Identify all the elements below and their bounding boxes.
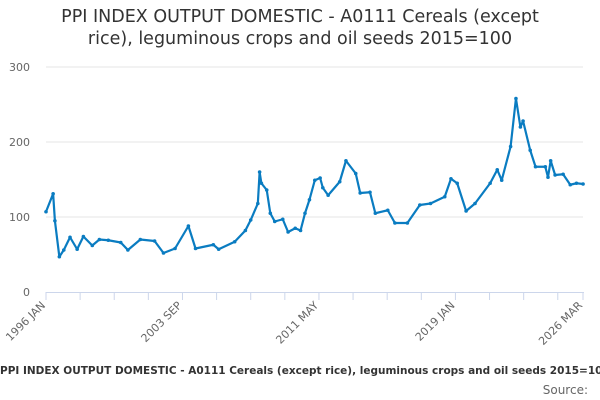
data-point	[473, 201, 477, 206]
y-tick-label: 300	[9, 61, 30, 74]
data-point	[344, 158, 348, 163]
data-point	[533, 164, 538, 169]
data-point	[321, 185, 325, 190]
data-point	[268, 211, 273, 216]
x-axis: 1996 JAN 2003 SEP 2011 MAY 2019 JAN 2026 MAR	[3, 292, 585, 348]
data-point	[264, 188, 269, 192]
data-point	[368, 190, 372, 195]
data-point	[138, 237, 143, 242]
data-point	[393, 221, 397, 225]
data-point	[318, 176, 322, 180]
data-point	[53, 218, 57, 223]
grid-lines	[46, 66, 583, 218]
data-point	[293, 226, 298, 231]
data-point	[337, 179, 342, 184]
data-point	[495, 167, 500, 172]
y-tick-label: 100	[9, 211, 30, 224]
x-tick-label: 1996 JAN	[3, 299, 48, 344]
data-point	[126, 248, 130, 252]
data-point	[514, 96, 518, 101]
data-point	[553, 173, 557, 177]
data-point	[326, 193, 330, 198]
data-point	[243, 228, 248, 233]
data-point	[464, 209, 468, 213]
data-point	[280, 217, 285, 222]
data-point	[186, 224, 191, 228]
data-point	[568, 182, 573, 187]
data-point	[518, 125, 523, 129]
data-point	[543, 164, 548, 169]
data-point	[118, 240, 123, 245]
data-point	[57, 254, 62, 259]
footer-series-title: PPI INDEX OUTPUT DOMESTIC - A0111 Cereal…	[0, 365, 600, 377]
data-point	[581, 182, 585, 186]
data-point	[51, 191, 55, 196]
data-point	[259, 181, 264, 186]
x-tick-label: 2011 MAY	[273, 299, 321, 347]
data-point	[353, 171, 358, 176]
data-point	[307, 197, 312, 202]
x-tick-label: 2003 SEP	[139, 299, 185, 345]
data-point	[173, 246, 177, 251]
data-point	[373, 211, 378, 216]
data-point	[521, 119, 525, 123]
data-point	[303, 211, 307, 216]
data-point	[232, 239, 237, 244]
source-label: Source:	[542, 383, 588, 397]
data-point	[442, 194, 447, 199]
data-point	[298, 228, 303, 233]
chart-title-line-2: rice), leguminous crops and oil seeds 20…	[87, 29, 513, 49]
data-point	[561, 172, 565, 177]
data-point	[528, 148, 532, 153]
data-point	[508, 144, 513, 149]
data-point	[358, 191, 362, 195]
data-point	[405, 221, 410, 225]
data-point	[68, 235, 72, 240]
line-chart: 0 100 200 300 1996 JAN 2003 SEP 2011 MAY 2019 …	[3, 61, 585, 348]
data-point	[152, 239, 157, 243]
data-point	[193, 246, 198, 251]
y-tick-label: 200	[9, 136, 30, 149]
data-point	[499, 178, 504, 183]
data-point	[546, 175, 550, 180]
data-point	[216, 247, 221, 252]
chart-title: PPI INDEX OUTPUT DOMESTIC - A0111 Cereal…	[0, 6, 600, 50]
data-point	[106, 238, 111, 243]
y-axis: 0 100 200 300	[9, 61, 30, 299]
data-point	[272, 219, 277, 224]
data-point	[428, 201, 433, 206]
data-point	[286, 230, 290, 234]
x-tick-label: 2026 MAR	[536, 299, 585, 348]
data-point	[248, 218, 253, 222]
data-point	[90, 243, 95, 248]
data-point	[97, 237, 102, 242]
y-tick-label: 0	[23, 286, 30, 299]
data-point	[449, 176, 453, 181]
data-point	[455, 181, 460, 186]
data-point	[488, 181, 492, 186]
data-point	[81, 234, 86, 239]
data-point	[256, 201, 260, 206]
data-point	[312, 178, 317, 183]
series	[44, 96, 585, 259]
data-point	[418, 203, 422, 207]
data-point	[385, 208, 390, 213]
data-point	[211, 242, 216, 247]
data-point	[44, 209, 48, 214]
data-point	[548, 158, 553, 163]
chart-title-line-1: PPI INDEX OUTPUT DOMESTIC - A0111 Cereal…	[61, 7, 539, 27]
data-point	[574, 181, 579, 186]
data-point	[62, 248, 66, 252]
data-point	[75, 247, 79, 252]
x-tick-label: 2019 JAN	[413, 299, 458, 344]
data-point	[161, 251, 166, 255]
series-line	[44, 97, 584, 258]
data-point	[257, 170, 262, 174]
